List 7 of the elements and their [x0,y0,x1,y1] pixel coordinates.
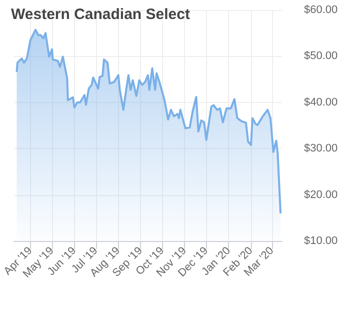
y-tick-label: $30.00 [304,142,338,155]
y-tick-label: $20.00 [304,188,338,201]
y-tick-label: $50.00 [304,50,338,62]
y-tick-label: $40.00 [304,96,338,108]
chart-title: Western Canadian Select [11,6,190,23]
y-tick-label: $60.00 [304,4,338,16]
y-tick-label: $10.00 [304,235,338,247]
